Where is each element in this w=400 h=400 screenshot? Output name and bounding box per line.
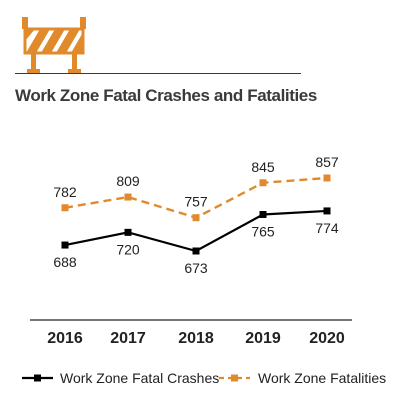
legend-marker-fatalities [231,374,238,382]
x-tick-label: 2019 [245,330,281,347]
data-point-fatalities [259,179,267,187]
data-point-crashes [192,247,200,255]
data-label-fatalities: 782 [53,184,77,200]
data-label-crashes: 673 [184,260,208,276]
data-point-fatalities [124,193,132,201]
legend-label-crashes: Work Zone Fatal Crashes [60,370,219,386]
data-label-crashes: 720 [116,241,140,257]
data-label-crashes: 774 [315,220,339,236]
data-point-crashes [259,211,267,218]
legend-label-fatalities: Work Zone Fatalities [258,370,386,386]
data-point-crashes [323,207,331,215]
data-label-fatalities: 845 [251,159,275,175]
x-tick-label: 2017 [110,330,146,347]
data-point-crashes [124,228,132,236]
data-point-fatalities [323,174,331,182]
legend-marker-crashes [34,374,41,382]
data-label-crashes: 688 [53,254,77,270]
data-point-fatalities [61,204,69,212]
x-tick-label: 2018 [178,330,214,347]
data-label-fatalities: 757 [184,194,208,210]
data-label-crashes: 765 [251,224,275,240]
data-label-fatalities: 809 [116,173,140,189]
x-tick-label: 2016 [47,330,83,347]
road-barricade-icon [22,17,86,73]
data-point-fatalities [192,214,200,222]
data-label-fatalities: 857 [315,154,339,170]
header-rule [15,73,301,74]
x-tick-label: 2020 [309,330,345,347]
data-point-crashes [61,241,69,249]
chart-title: Work Zone Fatal Crashes and Fatalities [15,86,317,105]
